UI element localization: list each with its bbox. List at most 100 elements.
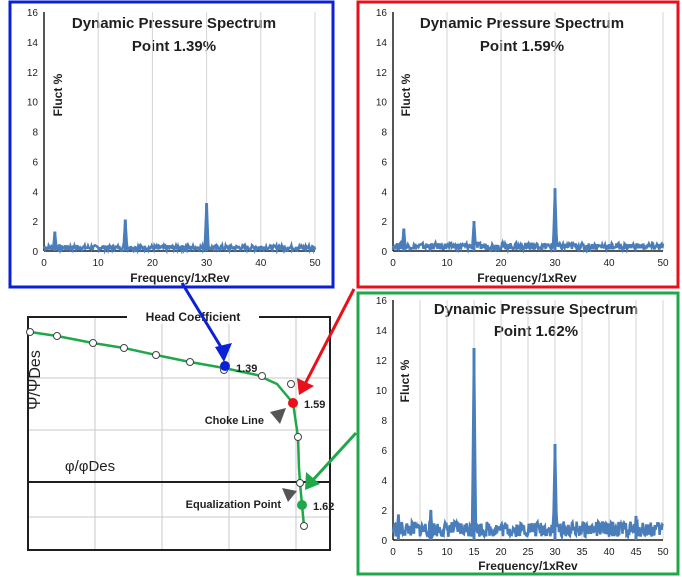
panel-3-axes: 0 5 10 15 20 25 30 35 40 45 50 0 2 4 6 8 10 12 14 16 xyxy=(376,296,669,558)
choke-line-label: Choke Line xyxy=(205,415,264,427)
y-tick-label: 0 xyxy=(32,247,38,258)
map-ylabel: Ψ/ΨDes xyxy=(27,350,44,410)
curve-marker xyxy=(186,358,194,366)
y-tick-label: 16 xyxy=(376,296,388,307)
panel-2-subtitle: Point 1.59% xyxy=(480,38,564,55)
panel-2-title: Dynamic Pressure Spectrum xyxy=(420,15,624,32)
x-tick-label: 45 xyxy=(630,547,642,558)
operating-point-3 xyxy=(297,500,307,510)
head-curve xyxy=(29,330,306,527)
x-tick-label: 50 xyxy=(309,258,321,269)
y-tick-label: 2 xyxy=(381,217,387,228)
blue-arrow-head-icon xyxy=(215,343,232,362)
x-tick-label: 50 xyxy=(657,547,669,558)
y-tick-label: 6 xyxy=(32,157,38,168)
panel-1-frame xyxy=(8,0,335,289)
x-tick-label: 15 xyxy=(468,547,480,558)
x-tick-label: 40 xyxy=(255,258,267,269)
y-tick-label: 14 xyxy=(376,326,388,337)
spectrum-panel-2: Dynamic Pressure Spectrum Point 1.59% Fl… xyxy=(356,0,680,289)
x-tick-label: 10 xyxy=(441,258,453,269)
curve-marker xyxy=(300,522,308,530)
y-tick-label: 4 xyxy=(32,187,38,198)
red-arrow-head-icon xyxy=(297,378,314,395)
spectrum-panel-1: Dynamic Pressure Spectrum Point 1.39% Fl… xyxy=(8,0,335,289)
panel-3-frame xyxy=(356,291,680,576)
panel-1-axes: 0 10 20 30 40 50 0 2 4 6 8 10 12 14 16 xyxy=(27,8,321,269)
spectrum-trace xyxy=(391,188,665,255)
y-tick-label: 10 xyxy=(376,386,388,397)
curve-marker xyxy=(258,372,266,380)
x-tick-label: 40 xyxy=(603,547,615,558)
operating-point-2-label: 1.59 xyxy=(304,399,325,411)
panel-1-xlabel: Frequency/1xRev xyxy=(130,271,230,285)
spectrum-trace xyxy=(391,347,664,542)
y-tick-label: 2 xyxy=(32,217,38,228)
y-tick-label: 12 xyxy=(376,68,388,79)
panel-2-frame xyxy=(356,0,680,289)
map-frame xyxy=(27,316,331,551)
operating-point-3-label: 1.62 xyxy=(313,501,334,513)
y-tick-label: 8 xyxy=(381,416,387,427)
curve-marker xyxy=(89,339,97,347)
operating-point-1 xyxy=(220,361,230,371)
panel-2-axes: 0 10 20 30 40 50 0 2 4 6 8 10 12 14 16 xyxy=(376,8,669,269)
panel-3-ylabel: Fluct % xyxy=(398,359,412,402)
panel-2-ylabel: Fluct % xyxy=(399,73,413,116)
panel-3-subtitle: Point 1.62% xyxy=(494,323,578,340)
y-tick-label: 8 xyxy=(381,128,387,139)
spectrum-panel-3: Dynamic Pressure Spectrum Point 1.62% Fl… xyxy=(356,291,680,576)
x-tick-label: 0 xyxy=(390,547,396,558)
x-tick-label: 10 xyxy=(441,547,453,558)
curve-marker xyxy=(26,328,34,336)
panel-1-subtitle: Point 1.39% xyxy=(132,38,216,55)
operating-point-1-label: 1.39 xyxy=(236,363,257,375)
x-tick-label: 0 xyxy=(390,258,396,269)
y-tick-label: 16 xyxy=(27,8,39,19)
map-title-bg xyxy=(127,308,259,324)
x-tick-label: 20 xyxy=(147,258,159,269)
x-tick-label: 50 xyxy=(657,258,669,269)
x-tick-label: 25 xyxy=(522,547,534,558)
head-coefficient-map: Head Coefficient Ψ/ΨDes φ/φDes 1.39 1.59… xyxy=(26,308,334,551)
curve-marker xyxy=(287,380,295,388)
curve-marker xyxy=(152,351,160,359)
y-tick-label: 6 xyxy=(381,446,387,457)
x-tick-label: 30 xyxy=(201,258,213,269)
equalization-point-label: Equalization Point xyxy=(186,499,282,511)
choke-pointer-icon xyxy=(270,408,286,424)
x-tick-label: 30 xyxy=(549,547,561,558)
y-tick-label: 2 xyxy=(381,506,387,517)
y-tick-label: 0 xyxy=(381,247,387,258)
panel-1-ylabel: Fluct % xyxy=(51,73,65,116)
x-tick-label: 10 xyxy=(93,258,105,269)
x-tick-label: 40 xyxy=(603,258,615,269)
equalization-pointer-icon xyxy=(282,488,297,502)
blue-arrow-line xyxy=(180,282,226,353)
y-tick-label: 16 xyxy=(376,8,388,19)
y-tick-label: 4 xyxy=(381,476,387,487)
x-tick-label: 5 xyxy=(417,547,423,558)
panel-2-xlabel: Frequency/1xRev xyxy=(477,271,577,285)
y-tick-label: 10 xyxy=(27,98,39,109)
curve-marker xyxy=(120,344,128,352)
y-tick-label: 14 xyxy=(27,38,39,49)
y-tick-label: 12 xyxy=(376,356,388,367)
y-tick-label: 8 xyxy=(32,128,38,139)
y-tick-label: 0 xyxy=(381,536,387,547)
map-grid xyxy=(28,317,330,550)
panel-3-title: Dynamic Pressure Spectrum xyxy=(434,301,638,318)
map-xlabel: φ/φDes xyxy=(65,458,115,475)
green-arrow-head-icon xyxy=(305,472,320,490)
callout-arrows xyxy=(180,282,358,490)
y-tick-label: 4 xyxy=(381,187,387,198)
spectrum-trace xyxy=(43,203,317,255)
red-arrow-line xyxy=(303,288,356,385)
curve-marker xyxy=(294,433,302,441)
y-tick-label: 14 xyxy=(376,38,388,49)
panel-1-title: Dynamic Pressure Spectrum xyxy=(72,15,276,32)
curve-marker xyxy=(296,479,304,487)
y-tick-label: 12 xyxy=(27,68,39,79)
operating-point-2 xyxy=(288,398,298,408)
